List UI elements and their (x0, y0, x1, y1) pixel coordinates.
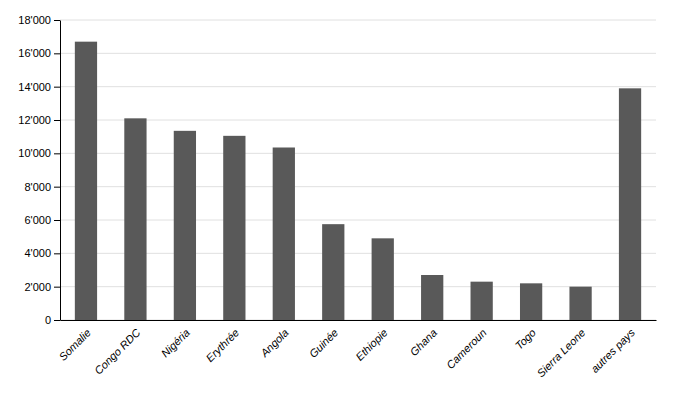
tick-label: Erythrée (203, 326, 241, 364)
axis-domain (60, 21, 61, 321)
tick-label: 10'000 (18, 147, 51, 159)
tick-label: autres pays (588, 326, 637, 375)
tick-mark (54, 187, 60, 188)
y-tick: 6'000 (24, 214, 60, 226)
y-tick: 4'000 (24, 247, 60, 259)
grid-line (60, 86, 656, 87)
x-tick: Nigéria (159, 326, 192, 359)
grid-line (60, 253, 656, 254)
tick-mark (54, 287, 60, 288)
tick-mark (54, 120, 60, 121)
x-tick: Ethiopie (353, 326, 390, 363)
axis-domain (61, 320, 657, 321)
grid-line (60, 220, 656, 221)
grid-line (60, 320, 656, 321)
tick-label: 6'000 (24, 214, 51, 226)
y-tick: 12'000 (18, 114, 60, 126)
x-tick: Congo RDC (92, 326, 142, 376)
tick-label: Cameroun (444, 326, 489, 371)
x-tick: Sierra Leone (535, 326, 588, 379)
tick-mark (54, 220, 60, 221)
tick-label: 16'000 (18, 47, 51, 59)
y-tick: 2'000 (24, 281, 60, 293)
grid-line (60, 286, 656, 287)
tick-label: 14'000 (18, 81, 51, 93)
y-tick: 0 (45, 314, 60, 326)
grid-line (60, 53, 656, 54)
bar (372, 238, 394, 320)
tick-mark (54, 53, 60, 54)
bar (273, 148, 295, 321)
tick-label: Guinée (307, 326, 341, 360)
tick-mark (54, 253, 60, 254)
y-tick: 14'000 (18, 81, 60, 93)
tick-label: Togo (513, 326, 539, 352)
tick-label: 4'000 (24, 247, 51, 259)
bar (322, 224, 344, 320)
y-tick: 16'000 (18, 47, 60, 59)
tick-label: 18'000 (18, 14, 51, 26)
bars (75, 42, 641, 320)
y-tick: 8'000 (24, 181, 60, 193)
x-tick: Angola (257, 326, 290, 359)
tick-mark (54, 320, 60, 321)
bar (421, 275, 443, 320)
bar (569, 287, 591, 320)
tick-label: 8'000 (24, 181, 51, 193)
bar (174, 131, 196, 320)
tick-label: Somalie (56, 326, 93, 363)
x-tick: Ghana (407, 326, 439, 358)
tick-mark (54, 87, 60, 88)
x-tick: Cameroun (444, 326, 489, 371)
grid-line (60, 20, 656, 21)
grid (60, 20, 656, 320)
chart: 0 2'000 4'000 6'000 8'000 10'000 12'000 14'000 1… (0, 0, 676, 405)
bar (471, 282, 493, 320)
bar (124, 118, 146, 320)
tick-mark (54, 20, 60, 21)
tick-label: 2'000 (24, 281, 51, 293)
x-tick: Guinée (307, 326, 341, 360)
bar (619, 88, 641, 320)
tick-mark (54, 153, 60, 154)
y-axis: 0 2'000 4'000 6'000 8'000 10'000 12'000 14'000 1… (18, 14, 60, 326)
grid-line (60, 153, 656, 154)
x-tick: Erythrée (203, 326, 241, 364)
bar (75, 42, 97, 320)
tick-label: Sierra Leone (535, 326, 588, 379)
bar (520, 283, 542, 320)
x-tick: autres pays (588, 326, 637, 375)
y-tick: 10'000 (18, 147, 60, 159)
grid-line (60, 120, 656, 121)
x-axis: SomalieCongo RDC Nigéria Erythrée Angola Gui… (56, 321, 656, 380)
grid-line (60, 186, 656, 187)
tick-label: Ethiopie (353, 326, 390, 363)
x-tick: Togo (513, 326, 539, 352)
plot: 0 2'000 4'000 6'000 8'000 10'000 12'000 14'000 1… (18, 14, 656, 379)
tick-label: 12'000 (18, 114, 51, 126)
bar (223, 136, 245, 320)
tick-label: Ghana (407, 326, 439, 358)
tick-label: Nigéria (159, 326, 192, 359)
tick-label: Angola (257, 326, 290, 359)
x-tick: Somalie (56, 326, 93, 363)
tick-label: Congo RDC (92, 326, 142, 376)
y-tick: 18'000 (18, 14, 60, 26)
tick-label: 0 (45, 314, 51, 326)
